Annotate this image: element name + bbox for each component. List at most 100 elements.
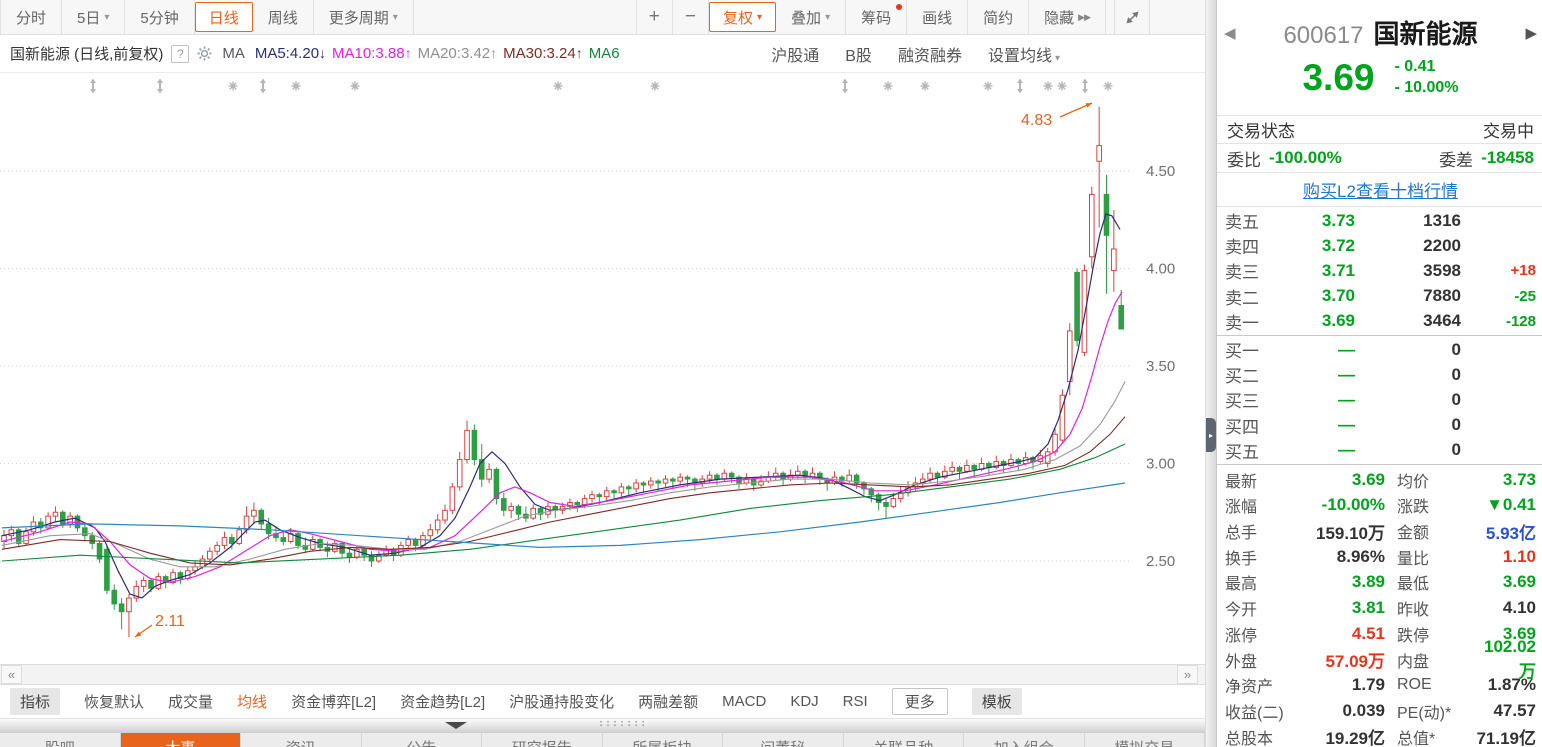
panel-divider[interactable]: ▸ — [1205, 0, 1216, 747]
nav-沪股通[interactable]: 沪股通 — [771, 47, 820, 65]
chart-header: 国新能源 (日线,前复权) ? MA MA5:4.20↓ MA10:3.88↑ MA… — [0, 35, 1205, 73]
ma-value-MA5: MA5:4.20↓ — [254, 45, 327, 62]
tool-简约[interactable]: 简约 — [968, 0, 1030, 34]
bid-row-买五[interactable]: 买五 —0 — [1225, 440, 1461, 462]
tool-+[interactable]: + — [635, 0, 673, 34]
fullscreen-button[interactable] — [1114, 0, 1150, 34]
stat-value-量比: 1.10 — [1502, 546, 1536, 566]
ma-line-MA60 — [1, 443, 1126, 564]
stat-value-收益(二): 0.039 — [1342, 700, 1385, 720]
stat-value-昨收: 4.10 — [1502, 598, 1536, 618]
bottom-tab-研究报告[interactable]: 研究报告 — [482, 733, 603, 747]
tool-复权[interactable]: 复权 ▾ — [709, 2, 777, 32]
gear-icon[interactable] — [197, 46, 212, 61]
ma-line-MA5 — [1, 213, 1121, 599]
ma-line-MA120 — [1, 482, 1126, 549]
indicator-指标[interactable]: 指标 — [10, 688, 61, 715]
dropdown-icon: ▾ — [757, 11, 763, 23]
chart-column: 分时 5日 ▾ 5分钟 日线 周线 更多周期 ▾ + − 复权 ▾ 叠加 ▾ 筹码 画线 简约 隐藏 ▶▶ 国新能… — [0, 0, 1205, 747]
bid-row-买四[interactable]: 买四 —0 — [1225, 415, 1461, 437]
stat-value-PE(动)*: 47.57 — [1493, 700, 1536, 720]
ask-row-卖二[interactable]: 卖二 3.70 7880 -25 — [1225, 286, 1536, 308]
bottom-tab-股吧[interactable]: 股吧 — [0, 733, 121, 747]
indicator-均线[interactable]: 均线 — [237, 694, 268, 711]
dropdown-icon: ▾ — [825, 11, 831, 23]
ask-row-卖一[interactable]: 卖一 3.69 3464 -128 — [1225, 311, 1536, 333]
stat-label-净资产: 净资产 — [1225, 679, 1274, 697]
period-tab-5分钟[interactable]: 5分钟 — [125, 0, 195, 34]
tool-−[interactable]: − — [673, 0, 709, 34]
scroll-right-button[interactable]: » — [1177, 665, 1198, 684]
ma-value-MA10: MA10:3.88↑ — [332, 45, 412, 62]
collapse-panel-handle[interactable]: ▸ — [1206, 418, 1216, 452]
nav-B股[interactable]: B股 — [845, 47, 872, 65]
chart-area: 4.50 4.00 3.50 3.00 2.50 4.83 2.11 — [0, 73, 1205, 664]
ask-levels: 卖五 3.73 1316 卖四 3.72 2200 卖三 3.71 3598 +18 卖二 3.70 7… — [1217, 207, 1542, 335]
bottom-tab-问董秘[interactable]: 问董秘 — [723, 733, 844, 747]
indicator-KDJ[interactable]: KDJ — [790, 693, 819, 710]
help-icon[interactable]: ? — [171, 44, 190, 63]
bottom-tab-模拟交易[interactable]: 模拟交易 — [1085, 733, 1205, 747]
stat-value-最高: 3.89 — [1351, 572, 1385, 592]
trend-down-icon: ↓ — [319, 45, 327, 61]
indicator-恢复默认[interactable]: 恢复默认 — [84, 694, 145, 711]
collapse-triangle-icon[interactable] — [445, 722, 467, 729]
bid-row-买三[interactable]: 买三 —0 — [1225, 389, 1461, 412]
indicator-资金趋势[L2][interactable]: 资金趋势[L2] — [400, 694, 486, 711]
panel-resize-strip[interactable]: ::::::: — [0, 718, 1205, 732]
trend-up-icon: ↑ — [490, 45, 498, 61]
status-value: 交易中 — [1483, 122, 1534, 141]
ma-label[interactable]: MA — [222, 45, 245, 62]
ask-row-卖三[interactable]: 卖三 3.71 3598 +18 — [1225, 260, 1536, 283]
period-tab-分时[interactable]: 分时 — [0, 0, 63, 34]
bottom-tab-资讯[interactable]: 资讯 — [241, 733, 362, 747]
indicator-成交量[interactable]: 成交量 — [168, 694, 214, 711]
stock-code: 600617 — [1283, 22, 1364, 49]
nav-融资融券[interactable]: 融资融券 — [897, 47, 962, 65]
period-tab-5日[interactable]: 5日 ▾ — [62, 0, 126, 34]
stat-value-最低: 3.69 — [1502, 572, 1536, 592]
chart-hscrollbar[interactable]: « » — [0, 664, 1205, 685]
stat-label-总股本: 总股本 — [1225, 730, 1274, 747]
bottom-tab-加入组合[interactable]: 加入组合 — [964, 733, 1085, 747]
stat-label-外盘: 外盘 — [1225, 653, 1258, 671]
indicator-两融差额[interactable]: 两融差额 — [638, 694, 699, 711]
status-label: 交易状态 — [1227, 122, 1295, 141]
stat-label-PE(动)*: PE(动)* — [1397, 704, 1452, 722]
price-change: - 0.41 - 10.00% — [1394, 57, 1458, 99]
indicator-RSI[interactable]: RSI — [842, 693, 868, 710]
ask-row-卖四[interactable]: 卖四 3.72 2200 — [1225, 235, 1461, 258]
indicator-MACD[interactable]: MACD — [722, 693, 767, 710]
bottom-tab-关联品种[interactable]: 关联品种 — [844, 733, 964, 747]
indicator-资金博弈[L2][interactable]: 资金博弈[L2] — [291, 694, 377, 711]
prev-stock-icon[interactable]: ◀ — [1224, 25, 1236, 42]
period-tab-日线[interactable]: 日线 — [194, 2, 253, 32]
indicator-更多[interactable]: 更多 — [891, 688, 948, 715]
toolbar-top: 分时 5日 ▾ 5分钟 日线 周线 更多周期 ▾ + − 复权 ▾ 叠加 ▾ 筹码 画线 简约 隐藏 ▶▶ — [0, 0, 1205, 35]
drag-grip-icon[interactable]: ::::::: — [598, 718, 648, 729]
next-stock-icon[interactable]: ▶ — [1525, 25, 1537, 42]
bid-row-买二[interactable]: 买二 —0 — [1225, 364, 1461, 387]
period-tab-更多周期[interactable]: 更多周期 ▾ — [314, 0, 414, 34]
bottom-tab-大事[interactable]: 大事 — [120, 733, 241, 747]
scroll-left-button[interactable]: « — [1, 665, 22, 684]
stat-value-总手: 159.10万 — [1316, 523, 1385, 543]
ask-row-卖五[interactable]: 卖五 3.73 1316 — [1225, 210, 1461, 233]
bottom-tab-所属板块[interactable]: 所属板块 — [603, 733, 723, 747]
tool-筹码[interactable]: 筹码 — [846, 0, 908, 34]
tool-叠加[interactable]: 叠加 ▾ — [776, 0, 847, 34]
candlestick-chart[interactable]: 4.50 4.00 3.50 3.00 2.50 4.83 2.11 — [0, 73, 1205, 664]
stat-value-涨跌: ▼0.41 — [1486, 495, 1536, 515]
bottom-tab-公告[interactable]: 公告 — [362, 733, 482, 747]
price-block: 3.69 - 0.41 - 10.00% — [1217, 57, 1542, 99]
indicator-模板[interactable]: 模板 — [971, 688, 1022, 715]
tool-画线[interactable]: 画线 — [907, 0, 969, 34]
stat-label-收益(二): 收益(二) — [1225, 704, 1284, 722]
tool-隐藏[interactable]: 隐藏 ▶▶ — [1029, 0, 1106, 34]
bid-row-买一[interactable]: 买一 —0 — [1225, 339, 1461, 362]
event-markers — [90, 78, 1113, 94]
period-tab-周线[interactable]: 周线 — [253, 0, 314, 34]
indicator-沪股通持股变化[interactable]: 沪股通持股变化 — [509, 694, 615, 711]
ma-settings-menu[interactable]: 设置均线 ▾ — [987, 47, 1060, 65]
buy-l2-link[interactable]: 购买L2查看十档行情 — [1303, 182, 1458, 201]
